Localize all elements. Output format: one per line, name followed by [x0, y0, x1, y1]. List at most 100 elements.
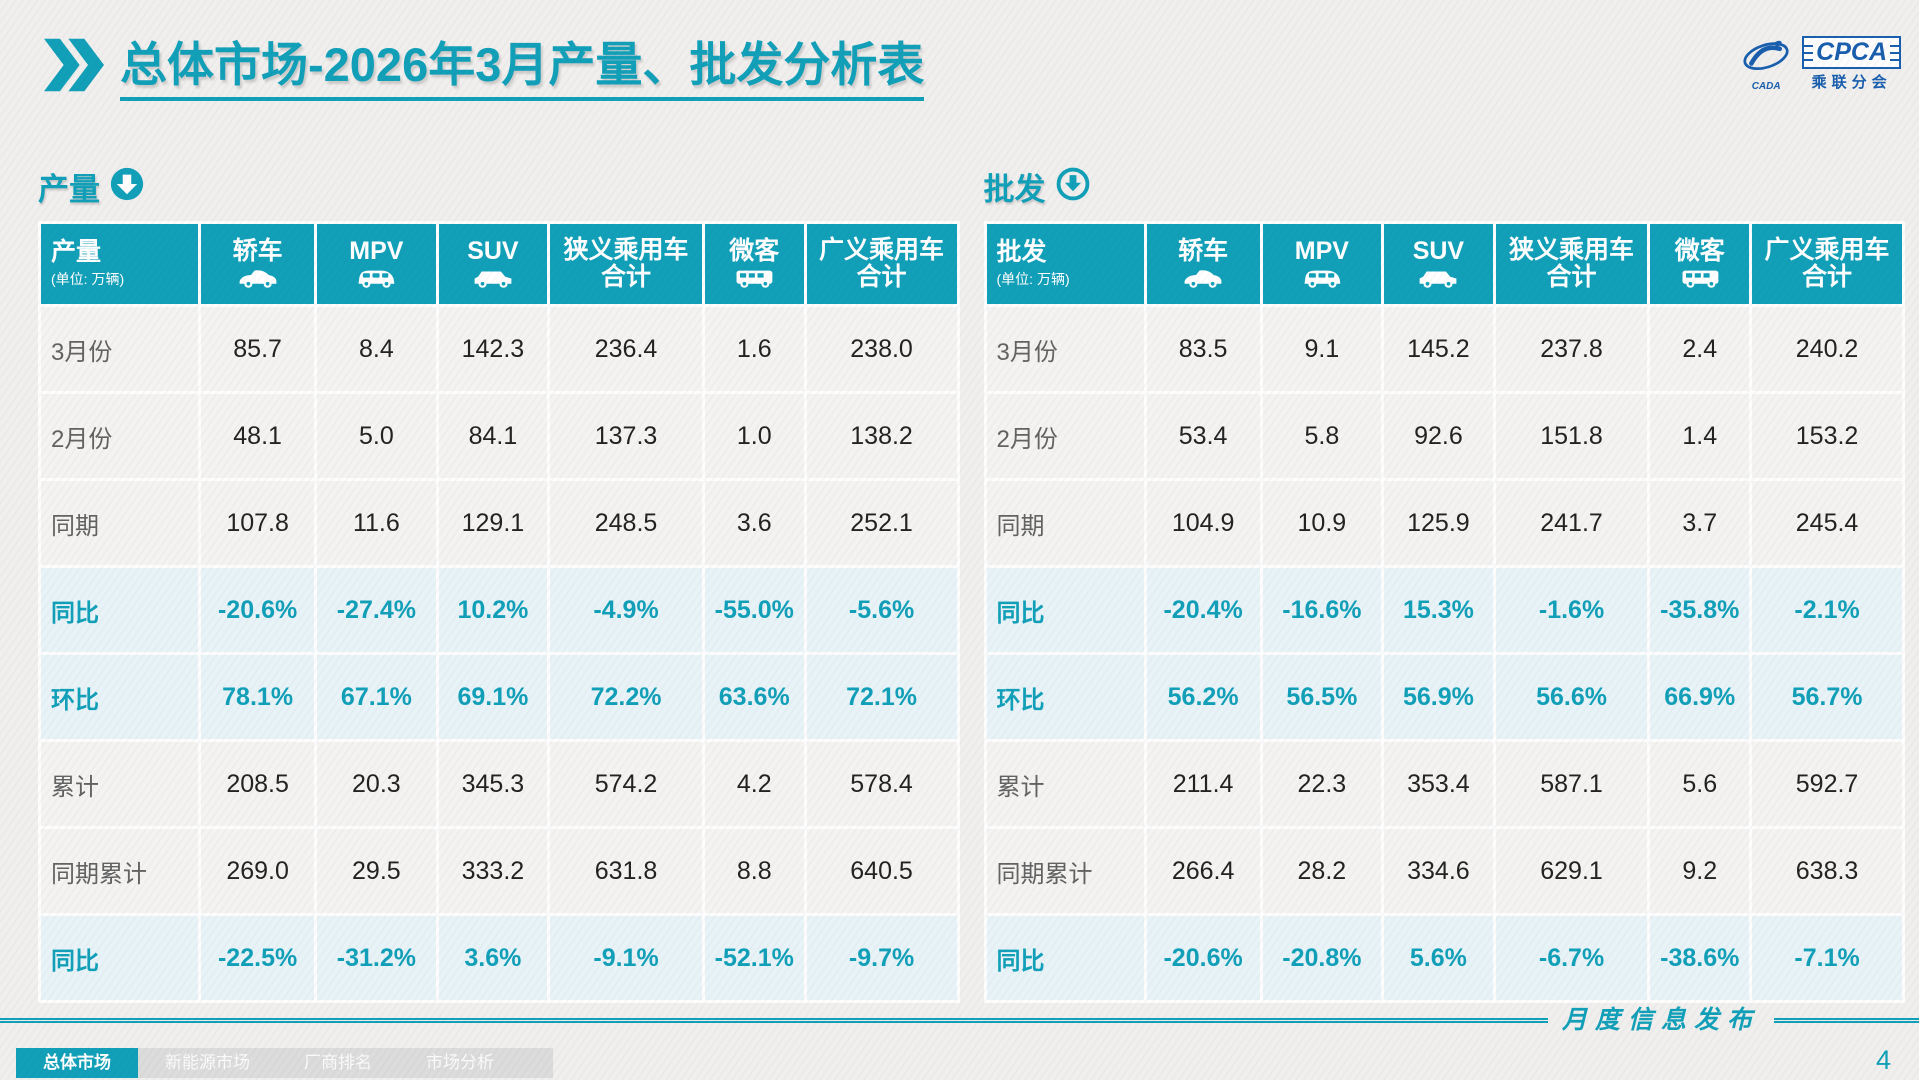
table-cell: 587.1	[1495, 742, 1648, 826]
page-number: 4	[1875, 1045, 1891, 1075]
tab-strip-tail	[521, 1048, 553, 1078]
table-cell: 63.6%	[704, 655, 804, 739]
table-cell: 72.1%	[806, 655, 957, 739]
table-cell: 252.1	[806, 481, 957, 565]
footer-ribbon-text: 月度信息发布	[1561, 1007, 1760, 1034]
cpca-label: CPCA	[1813, 38, 1890, 67]
production-section-title: 产量	[38, 171, 100, 207]
table-cell: 4.2	[704, 742, 804, 826]
minibus-icon	[1650, 267, 1749, 290]
table-row: 3月份 83.5 9.1 145.2 237.8 2.4 240.2	[986, 307, 1902, 391]
table-cell: 22.3	[1262, 742, 1382, 826]
row-label: 环比	[41, 655, 199, 739]
column-header-suv: SUV	[438, 224, 548, 304]
row-label: 同期累计	[41, 829, 199, 913]
table-cell: 129.1	[438, 481, 548, 565]
table-cell: 56.9%	[1384, 655, 1493, 739]
footer-rule: 月度信息发布	[0, 1002, 1919, 1038]
down-arrow-filled-icon	[110, 167, 144, 206]
table-cell: 56.2%	[1146, 655, 1260, 739]
footer-line-left	[0, 1017, 1548, 1023]
table-cell: 56.6%	[1495, 655, 1648, 739]
table-cell: 238.0	[806, 307, 957, 391]
row-label: 同比	[41, 568, 199, 652]
tables-area: 产量 产量 (单位: 万辆) 轿车 MPV SUV 狭义乘用车 合计 微客 广义乘用车 合计 3月份…	[38, 160, 1905, 1003]
table-cell: 245.4	[1752, 481, 1902, 565]
table-cell: 20.3	[317, 742, 436, 826]
table-cell: 145.2	[1384, 307, 1493, 391]
table-cell: -22.5%	[201, 916, 315, 1000]
table-cell: 56.7%	[1752, 655, 1902, 739]
production-section: 产量 产量 (单位: 万辆) 轿车 MPV SUV 狭义乘用车 合计 微客 广义乘用车 合计 3月份…	[38, 160, 960, 1003]
table-cell: 1.0	[704, 394, 804, 478]
table-cell: -20.6%	[1146, 916, 1260, 1000]
sedan-icon	[201, 267, 314, 290]
table-cell: 78.1%	[201, 655, 315, 739]
tab-市场分析[interactable]: 市场分析	[399, 1048, 521, 1078]
table-cell: 10.2%	[438, 568, 548, 652]
wholesale-section-header: 批发	[984, 160, 1906, 212]
table-row: 同期累计 266.4 28.2 334.6 629.1 9.2 638.3	[986, 829, 1902, 913]
cada-label: CADA	[1751, 81, 1781, 92]
wholesale-section: 批发 批发 (单位: 万辆) 轿车 MPV SUV 狭义乘用车 合计 微客 广义乘用车 合计 3月份…	[983, 160, 1906, 1003]
row-label: 同期累计	[986, 829, 1144, 913]
table-cell: 640.5	[806, 829, 957, 913]
table-corner-header: 批发 (单位: 万辆)	[986, 224, 1144, 304]
table-cell: 151.8	[1495, 394, 1648, 478]
table-cell: 72.2%	[550, 655, 702, 739]
table-cell: 5.6%	[1384, 916, 1493, 1000]
table-cell: -20.4%	[1146, 568, 1260, 652]
table-cell: 353.4	[1384, 742, 1493, 826]
column-header-total: 狭义乘用车 合计	[550, 224, 702, 304]
cpca-logo-right: CPCA 乘联分会	[1802, 36, 1901, 91]
table-cell: 237.8	[1495, 307, 1648, 391]
table-cell: 138.2	[806, 394, 957, 478]
table-cell: 1.4	[1650, 394, 1750, 478]
wholesale-table: 批发 (单位: 万辆) 轿车 MPV SUV 狭义乘用车 合计 微客 广义乘用车 合计 3月份 83.…	[983, 221, 1905, 1003]
footer-line-right	[1774, 1017, 1919, 1023]
table-cell: 84.1	[438, 394, 548, 478]
table-cell: 592.7	[1752, 742, 1902, 826]
column-header-minibus: 微客	[704, 224, 804, 304]
minibus-icon	[705, 267, 804, 290]
tab-新能源市场[interactable]: 新能源市场	[138, 1048, 277, 1078]
table-row: 累计 208.5 20.3 345.3 574.2 4.2 578.4	[41, 742, 957, 826]
row-label: 累计	[41, 742, 199, 826]
table-row: 累计 211.4 22.3 353.4 587.1 5.6 592.7	[986, 742, 1902, 826]
column-header-sedan: 轿车	[1146, 224, 1260, 304]
table-cell: -16.6%	[1262, 568, 1382, 652]
table-cell: 28.2	[1262, 829, 1382, 913]
table-cell: 142.3	[438, 307, 548, 391]
table-cell: 3.7	[1650, 481, 1750, 565]
table-cell: 241.7	[1495, 481, 1648, 565]
table-row: 同比 -20.4% -16.6% 15.3% -1.6% -35.8% -2.1%	[986, 568, 1902, 652]
table-cell: 83.5	[1146, 307, 1260, 391]
column-header-sedan: 轿车	[201, 224, 315, 304]
table-cell: 3.6%	[438, 916, 548, 1000]
table-row: 2月份 48.1 5.0 84.1 137.3 1.0 138.2	[41, 394, 957, 478]
table-cell: 48.1	[201, 394, 315, 478]
table-cell: 66.9%	[1650, 655, 1750, 739]
table-row: 同比 -20.6% -27.4% 10.2% -4.9% -55.0% -5.6%	[41, 568, 957, 652]
tab-总体市场[interactable]: 总体市场	[16, 1048, 138, 1078]
row-label: 同期	[986, 481, 1144, 565]
table-cell: 236.4	[550, 307, 702, 391]
row-label: 累计	[986, 742, 1144, 826]
table-cell: -1.6%	[1495, 568, 1648, 652]
tab-厂商排名[interactable]: 厂商排名	[277, 1048, 399, 1078]
table-cell: 69.1%	[438, 655, 548, 739]
table-cell: 9.1	[1262, 307, 1382, 391]
table-cell: 107.8	[201, 481, 315, 565]
table-row: 3月份 85.7 8.4 142.3 236.4 1.6 238.0	[41, 307, 957, 391]
table-row: 同期 104.9 10.9 125.9 241.7 3.7 245.4	[986, 481, 1902, 565]
table-cell: 104.9	[1146, 481, 1260, 565]
table-cell: 92.6	[1384, 394, 1493, 478]
table-cell: 629.1	[1495, 829, 1648, 913]
column-header-minibus: 微客	[1650, 224, 1750, 304]
table-cell: 345.3	[438, 742, 548, 826]
table-cell: 85.7	[201, 307, 315, 391]
table-cell: -52.1%	[704, 916, 804, 1000]
table-cell: 631.8	[550, 829, 702, 913]
table-cell: -6.7%	[1495, 916, 1648, 1000]
